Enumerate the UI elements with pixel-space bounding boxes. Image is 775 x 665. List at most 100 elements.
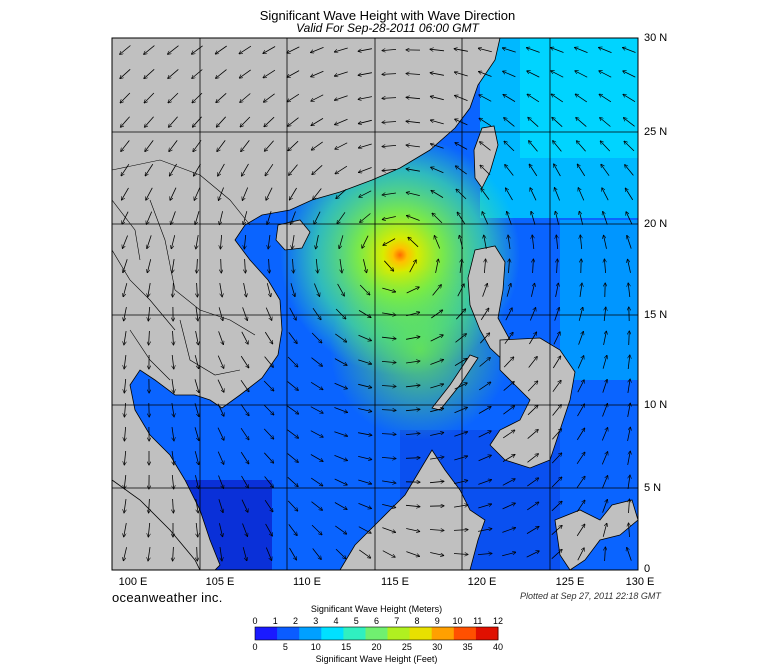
- wave-arrow: [406, 145, 420, 147]
- wave-arrow: [287, 429, 298, 438]
- wave-arrow: [502, 528, 515, 533]
- wave-arrow: [334, 382, 348, 389]
- wave-arrow: [148, 306, 149, 321]
- wave-arrow: [216, 93, 227, 102]
- colorbar-swatch: [277, 627, 300, 640]
- wave-arrow: [505, 308, 512, 321]
- wave-arrow: [381, 337, 396, 339]
- wave-arrow: [359, 190, 372, 197]
- wave-arrow: [555, 211, 560, 225]
- wave-arrow: [241, 331, 248, 344]
- wave-arrow: [430, 49, 445, 51]
- wave-arrow: [358, 48, 372, 52]
- wave-arrow: [239, 69, 251, 78]
- wave-arrow: [605, 547, 606, 562]
- wave-arrow: [287, 356, 298, 367]
- wave-arrow: [194, 163, 201, 176]
- wave-arrow: [218, 475, 224, 489]
- wave-arrow: [124, 402, 125, 417]
- colorbar-meter-tick: 7: [394, 616, 400, 626]
- wave-arrow: [460, 259, 462, 273]
- wave-arrow: [241, 140, 250, 151]
- lat-label-0: 0: [644, 563, 651, 575]
- wave-arrow: [406, 74, 421, 75]
- wave-arrow: [123, 547, 127, 561]
- wave-arrow: [456, 189, 467, 200]
- wave-arrow: [196, 522, 198, 537]
- wave-arrow: [575, 47, 588, 53]
- wave-arrow: [266, 187, 273, 201]
- wave-arrow: [293, 258, 294, 273]
- wave-arrow: [503, 71, 516, 78]
- lon-label-100e: 100 E: [118, 576, 148, 588]
- colorbar-meter-tick: 12: [492, 616, 503, 626]
- wave-arrow: [532, 235, 534, 250]
- wave-arrow: [502, 454, 515, 462]
- wave-arrow: [311, 332, 322, 343]
- wave-arrow: [144, 45, 155, 55]
- wave-arrow: [221, 258, 222, 273]
- wave-arrow: [291, 211, 296, 225]
- wave-arrow: [430, 120, 444, 125]
- wave-arrow: [195, 331, 199, 345]
- wave-arrow: [480, 308, 489, 321]
- colorbar-title-meters: Significant Wave Height (Meters): [310, 604, 443, 614]
- wave-direction-arrows: [120, 45, 636, 562]
- wave-arrow: [453, 530, 468, 531]
- colorbar-meter-tick: 0: [252, 616, 258, 626]
- wave-arrow: [194, 379, 199, 392]
- wave-arrow: [577, 404, 585, 417]
- wave-arrow: [311, 118, 324, 125]
- wave-arrow: [554, 188, 560, 201]
- colorbar-feet-tick: 15: [341, 642, 352, 652]
- wave-arrow: [382, 122, 397, 123]
- wave-arrow: [241, 499, 248, 513]
- colorbar-meter-tick: 4: [333, 616, 339, 626]
- wave-arrow: [430, 433, 444, 436]
- wave-arrow: [311, 357, 323, 367]
- wave-arrow: [171, 403, 174, 417]
- wave-arrow: [240, 451, 249, 464]
- wave-arrow: [196, 307, 198, 321]
- wave-arrow: [264, 452, 273, 463]
- wave-arrow: [218, 331, 224, 344]
- wave-arrow: [195, 499, 198, 513]
- wave-arrow: [124, 523, 127, 537]
- wave-arrow: [479, 358, 491, 367]
- wave-arrow: [289, 307, 297, 320]
- wave-arrow: [502, 479, 515, 486]
- colorbar-meter-tick: 11: [473, 616, 483, 626]
- wave-arrow: [147, 259, 152, 273]
- wave-arrow: [479, 95, 492, 102]
- wave-arrow: [478, 382, 491, 391]
- wave-arrow: [217, 403, 224, 417]
- wave-arrow: [628, 475, 630, 489]
- wave-arrow: [477, 553, 492, 554]
- wave-arrow: [287, 70, 300, 78]
- wave-arrow: [578, 331, 584, 345]
- wave-arrow: [122, 187, 129, 200]
- wave-arrow: [527, 429, 539, 439]
- wave-arrow: [310, 430, 323, 438]
- wave-arrow: [266, 283, 270, 297]
- wave-arrow: [288, 140, 299, 151]
- wave-arrow: [173, 498, 174, 513]
- wave-arrow: [120, 92, 131, 103]
- wave-arrow: [406, 121, 421, 123]
- wave-arrow: [312, 307, 321, 320]
- wave-arrow: [334, 71, 348, 76]
- wave-arrow: [358, 167, 372, 173]
- wave-arrow: [478, 529, 492, 532]
- wave-arrow: [453, 554, 468, 555]
- wave-arrow: [220, 547, 222, 561]
- wave-arrow: [382, 527, 395, 533]
- wave-arrow: [625, 165, 634, 176]
- colorbar-swatch: [453, 627, 477, 640]
- wave-arrow: [527, 381, 538, 392]
- colorbar-meter-tick: 1: [272, 616, 278, 626]
- wave-arrow: [147, 235, 152, 248]
- colorbar-meter-tick: 3: [313, 616, 319, 626]
- wave-arrow: [503, 357, 514, 368]
- wave-arrow: [627, 451, 631, 465]
- colorbar-meter-tick: 9: [434, 616, 440, 626]
